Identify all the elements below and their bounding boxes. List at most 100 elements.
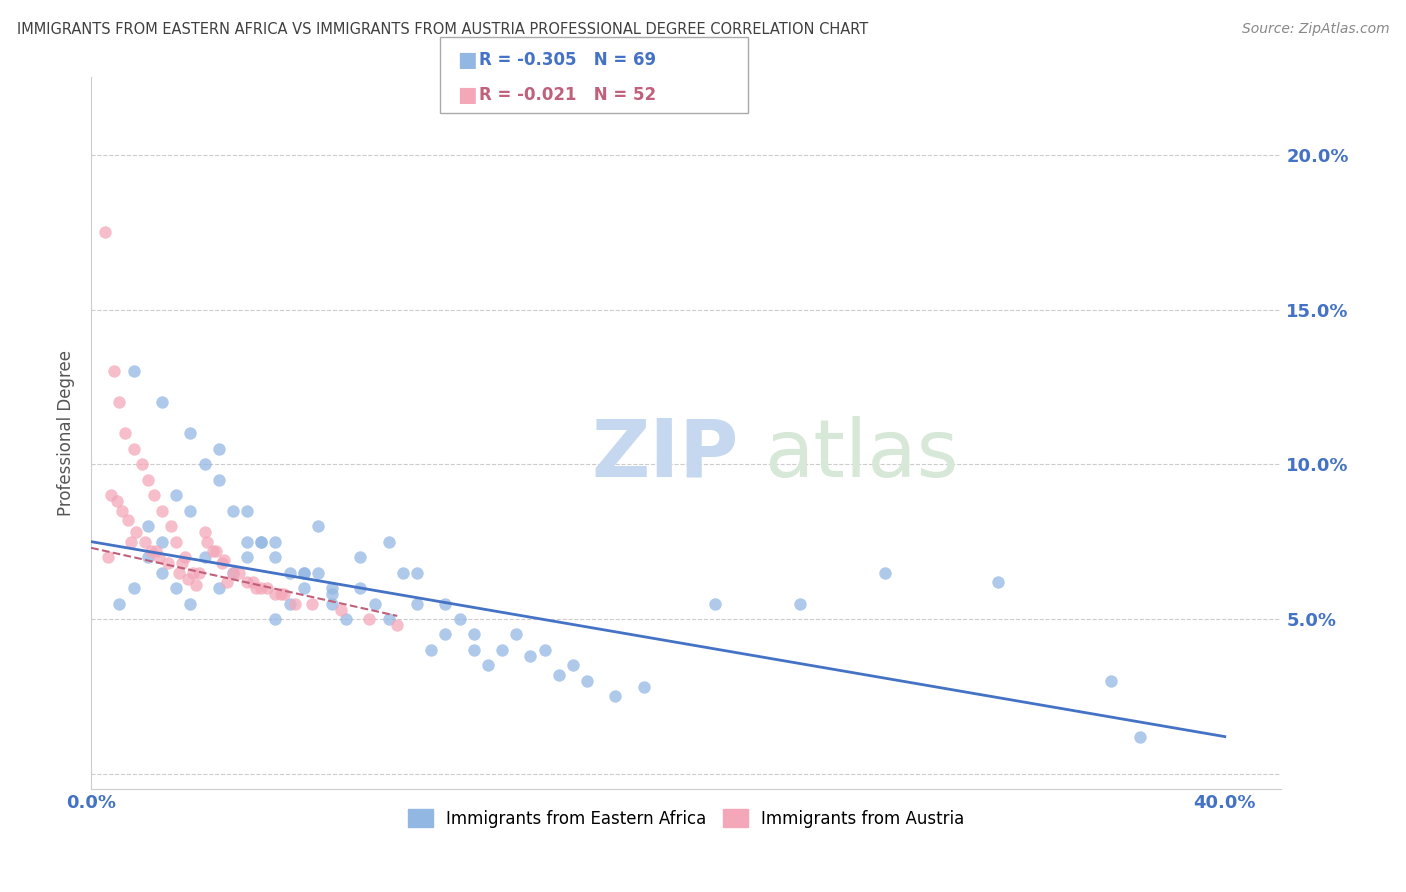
Point (321, 581, 343, 595)
Point (242, 574, 264, 589)
Point (245, 581, 267, 595)
Point (193, 550, 215, 565)
Point (547, 667, 569, 681)
Point (703, 597, 725, 611)
Point (329, 603, 352, 617)
Point (789, 597, 811, 611)
Point (236, 504, 259, 518)
Point (122, 364, 145, 378)
Point (321, 587, 343, 601)
Point (264, 550, 287, 565)
Point (377, 612, 399, 626)
Point (114, 426, 136, 441)
Text: ZIP: ZIP (591, 416, 738, 493)
Point (307, 519, 329, 533)
Point (222, 566, 245, 580)
Point (307, 566, 329, 580)
Point (392, 566, 415, 580)
Point (159, 519, 181, 533)
Point (605, 690, 627, 704)
Point (187, 566, 209, 580)
Point (108, 597, 131, 611)
Point (1129, 730, 1152, 744)
Point (179, 597, 201, 611)
Point (292, 566, 315, 580)
Point (181, 566, 204, 580)
Point (184, 578, 207, 592)
Point (142, 488, 165, 502)
Point (179, 426, 201, 441)
Point (193, 457, 215, 471)
Point (256, 581, 278, 595)
Legend: Immigrants from Eastern Africa, Immigrants from Austria: Immigrants from Eastern Africa, Immigran… (401, 803, 972, 834)
Point (165, 488, 187, 502)
Point (208, 442, 231, 456)
Point (156, 557, 179, 571)
Point (250, 581, 273, 595)
Text: R = -0.305   N = 69: R = -0.305 N = 69 (479, 51, 657, 69)
Point (217, 574, 239, 589)
Point (236, 550, 259, 565)
Point (167, 566, 190, 580)
Point (533, 643, 555, 657)
Point (420, 643, 443, 657)
Point (103, 364, 125, 378)
Point (117, 513, 139, 527)
Point (148, 550, 170, 565)
Point (1099, 673, 1122, 688)
Point (463, 627, 485, 641)
Point (264, 587, 287, 601)
Point (273, 587, 295, 601)
Text: R = -0.021   N = 52: R = -0.021 N = 52 (479, 87, 657, 104)
Point (434, 597, 457, 611)
Point (150, 566, 173, 580)
Point (519, 649, 541, 664)
Point (278, 566, 301, 580)
Point (363, 597, 385, 611)
Y-axis label: Professional Degree: Professional Degree (58, 351, 75, 516)
Point (222, 566, 245, 580)
Point (349, 550, 371, 565)
Point (94, 225, 117, 239)
Point (125, 525, 148, 540)
Point (335, 612, 357, 626)
Point (176, 572, 198, 586)
Point (122, 442, 145, 456)
Text: IMMIGRANTS FROM EASTERN AFRICA VS IMMIGRANTS FROM AUSTRIA PROFESSIONAL DEGREE CO: IMMIGRANTS FROM EASTERN AFRICA VS IMMIGR… (17, 22, 868, 37)
Point (208, 473, 231, 487)
Point (236, 574, 259, 589)
Point (377, 534, 399, 549)
Point (139, 544, 162, 558)
Point (463, 643, 485, 657)
Point (170, 557, 193, 571)
Point (134, 534, 156, 549)
Point (222, 504, 245, 518)
Point (292, 581, 315, 595)
Point (505, 627, 527, 641)
Point (111, 504, 134, 518)
Point (179, 504, 201, 518)
Text: atlas: atlas (763, 416, 957, 493)
Point (150, 504, 173, 518)
Point (150, 534, 173, 549)
Point (165, 581, 187, 595)
Point (406, 566, 429, 580)
Point (193, 525, 215, 540)
Point (214, 553, 236, 567)
Point (228, 566, 250, 580)
Point (406, 597, 429, 611)
Point (491, 643, 513, 657)
Point (561, 658, 583, 673)
Point (173, 550, 195, 565)
Point (987, 574, 1010, 589)
Point (202, 544, 225, 558)
Point (136, 550, 159, 565)
Point (264, 612, 287, 626)
Point (284, 597, 307, 611)
Point (292, 566, 315, 580)
Point (136, 519, 159, 533)
Point (108, 395, 131, 409)
Point (633, 680, 655, 694)
Point (873, 566, 896, 580)
Point (321, 597, 343, 611)
